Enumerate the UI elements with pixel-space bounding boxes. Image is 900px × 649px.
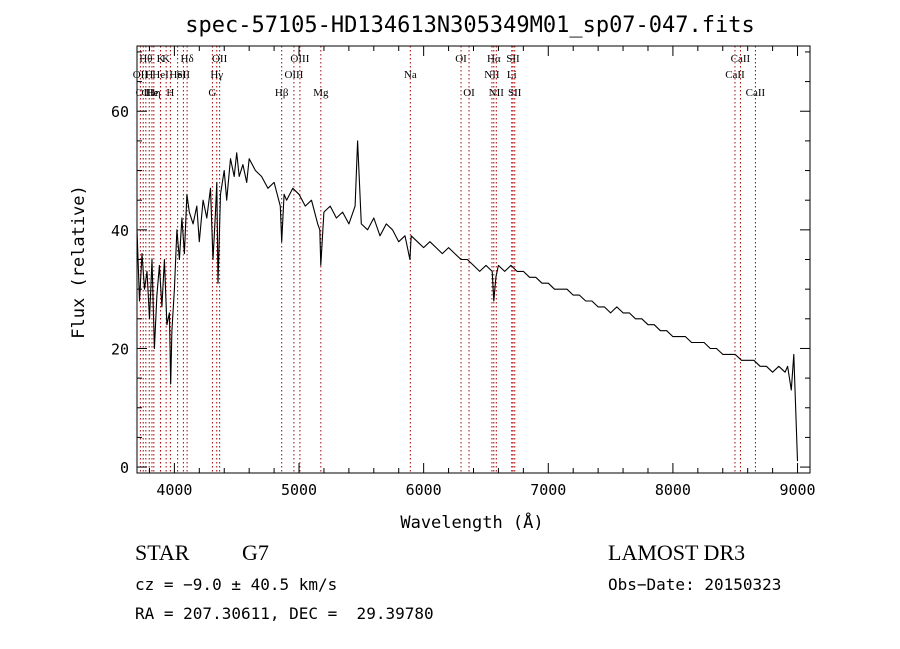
line-label-31: CaII	[746, 87, 766, 99]
line-label-6: K	[157, 53, 165, 65]
line-label-29: CaII	[725, 69, 745, 81]
line-label-20: Na	[404, 69, 417, 81]
line-label-22: OI	[463, 87, 475, 99]
emission-line-labels: OIIOIIHθHHeHηKHeIKHHeISIIHδGHγOIIHβOIIIO…	[133, 53, 766, 99]
redshift-velocity: cz = −9.0 ± 40.5 km/s	[135, 575, 338, 594]
survey-name: LAMOST DR3	[608, 540, 746, 565]
line-label-5: Hη	[147, 87, 161, 99]
x-tick-label-4: 8000	[655, 481, 691, 499]
x-tick-label-0: 4000	[156, 481, 192, 499]
observation-date: Obs−Date: 20150323	[608, 575, 782, 594]
line-label-25: NII	[489, 87, 505, 99]
line-label-17: OIII	[284, 69, 303, 81]
line-label-30: CaII	[731, 53, 751, 65]
x-tick-label-2: 6000	[406, 481, 442, 499]
line-label-4: He	[146, 87, 159, 99]
line-label-13: G	[208, 87, 216, 99]
line-label-28: SII	[508, 87, 522, 99]
x-axis-label: Wavelength (Å)	[400, 511, 543, 533]
object-class: STAR	[135, 540, 190, 565]
y-axis-label: Flux (relative)	[69, 185, 89, 339]
x-tick-label-5: 9000	[779, 481, 815, 499]
y-axis: 0 20 40 60	[111, 51, 810, 477]
x-axis: 4000 5000 6000 7000 8000 9000	[148, 46, 816, 499]
line-label-9: H	[166, 87, 174, 99]
ra-dec-coordinates: RA = 207.30611, DEC = 29.39780	[135, 604, 434, 623]
line-label-14: Hγ	[210, 69, 223, 81]
y-tick-label-0: 0	[120, 459, 129, 477]
line-label-16: Hβ	[275, 87, 289, 99]
x-tick-label-3: 7000	[530, 481, 566, 499]
object-subclass: G7	[242, 540, 269, 565]
line-label-24: Hα	[487, 53, 501, 65]
line-label-26: Li	[507, 69, 517, 81]
line-label-11: SII	[177, 69, 191, 81]
line-label-21: OI	[455, 53, 467, 65]
line-label-19: Mg	[313, 87, 329, 99]
x-tick-label-1: 5000	[281, 481, 317, 499]
spectrum-series-line	[136, 140, 799, 462]
line-label-2: Hθ	[139, 53, 152, 65]
line-label-8: K	[162, 53, 170, 65]
y-tick-label-3: 60	[111, 103, 129, 121]
emission-line-markers	[139, 46, 756, 473]
chart-title: spec-57105-HD134613N305349M01_sp07-047.f…	[185, 13, 755, 38]
line-label-1: OII	[136, 87, 152, 99]
line-label-23: NII	[484, 69, 500, 81]
y-tick-label-1: 20	[111, 340, 129, 358]
plot-frame	[136, 45, 811, 474]
line-label-10: HeI	[169, 69, 186, 81]
y-tick-label-2: 40	[111, 222, 129, 240]
line-label-27: SII	[506, 53, 520, 65]
line-label-7: HeI	[152, 69, 169, 81]
line-label-3: H	[145, 69, 153, 81]
line-label-18: OIII	[290, 53, 309, 65]
line-label-15: OII	[212, 53, 228, 65]
line-label-12: Hδ	[181, 53, 194, 65]
